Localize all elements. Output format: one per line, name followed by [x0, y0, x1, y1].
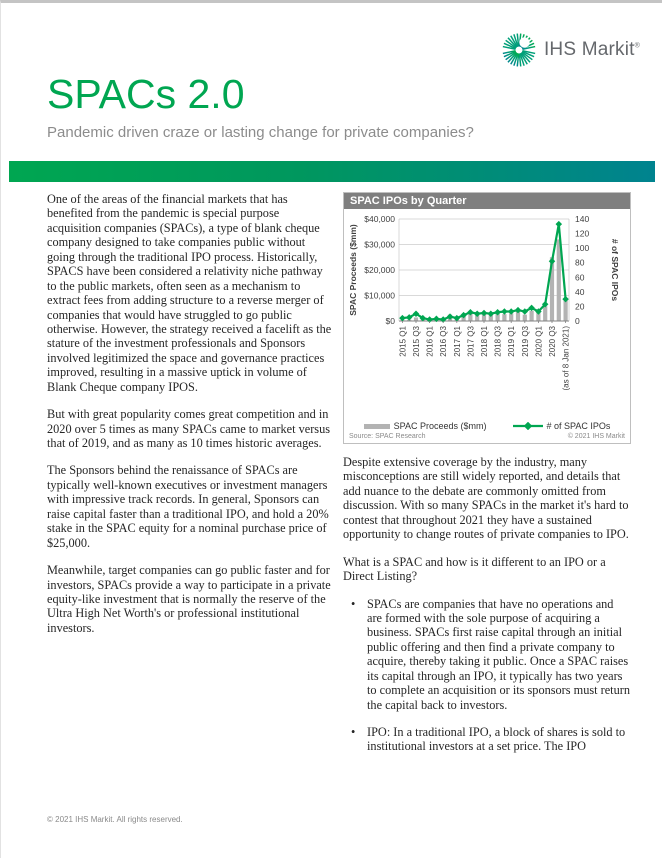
accent-divider-bar	[9, 161, 655, 182]
proceeds-bar	[563, 298, 568, 321]
legend-item-ipos: # of SPAC IPOs	[512, 421, 611, 431]
left-column: One of the areas of the financial market…	[47, 192, 334, 767]
content-columns: One of the areas of the financial market…	[47, 192, 631, 767]
right-column: SPAC IPOs by Quarter $0 $10,000 $20,000 $30…	[343, 192, 631, 767]
y-axis-right-tick: 140	[575, 214, 589, 224]
y-axis-right-tick: 100	[575, 243, 589, 253]
y-axis-left-tick: $40,000	[364, 214, 395, 224]
y-axis-left-tick: $30,000	[364, 240, 395, 250]
ipos-marker	[460, 311, 467, 319]
ipos-marker	[399, 314, 406, 322]
proceeds-bar	[468, 312, 473, 321]
y-axis-left-title: SPAC Proceeds ($mm)	[348, 224, 358, 316]
logo-text: IHS Markit®	[543, 39, 640, 60]
ipos-line	[402, 223, 567, 321]
x-axis-tick-label: 2015 Q1	[398, 325, 407, 356]
legend-line-swatch	[512, 422, 543, 430]
proceeds-bar	[522, 314, 527, 321]
x-axis-tick-label: 2020 Q3	[548, 325, 557, 356]
registered-mark: ®	[634, 42, 640, 50]
y-axis-right-tick: 120	[575, 229, 589, 239]
ipos-marker	[480, 309, 488, 317]
x-axis-tick-label: 2018 Q1	[480, 325, 489, 356]
chart-plot-area: $0 $10,000 $20,000 $30,000 $40,000 0 20 40 60 80 1…	[348, 214, 620, 391]
y-axis-right-tick: 20	[575, 301, 585, 311]
y-axis-right-title: # of SPAC IPOs	[610, 239, 620, 301]
legend-label-proceeds: SPAC Proceeds ($mm)	[393, 421, 487, 431]
y-axis-right-tick: 60	[575, 272, 585, 282]
proceeds-bar	[413, 317, 419, 321]
proceeds-bar	[515, 310, 521, 321]
bullet-item: • IPO: In a traditional IPO, a block of s…	[343, 725, 631, 754]
chart-source: Source: SPAC Research	[349, 433, 426, 440]
ipos-marker	[473, 310, 481, 317]
left-paragraph: But with great popularity comes great co…	[47, 407, 331, 450]
y-axis-left-tick: $10,000	[364, 291, 395, 301]
x-axis-tick-label: 2018 Q3	[494, 325, 503, 356]
y-axis-right-tick: 0	[575, 316, 580, 326]
proceeds-bar	[481, 314, 487, 321]
bullet-text: SPACs are companies that have no operati…	[367, 596, 630, 712]
ipos-marker	[501, 308, 508, 315]
chart-title: SPAC IPOs by Quarter	[344, 193, 630, 209]
legend-bar-swatch	[363, 423, 390, 429]
bullet-item: • SPACs are companies that have no operat…	[343, 597, 631, 713]
proceeds-bar	[529, 310, 534, 321]
proceeds-bar	[549, 257, 555, 321]
ipos-marker	[453, 314, 461, 322]
left-paragraph: One of the areas of the financial market…	[47, 192, 332, 394]
chart-footnotes: Source: SPAC Research © 2021 IHS Markit	[344, 433, 630, 443]
proceeds-bar	[461, 315, 466, 321]
x-axis-tick-label: 2015 Q3	[412, 325, 421, 356]
y-axis-left-tick: $20,000	[364, 265, 395, 275]
x-axis-tick-label: 2020 Q1	[534, 325, 543, 356]
x-axis-tick-label: 2016 Q3	[439, 325, 448, 356]
x-axis-tick-label: 2017 Q1	[453, 325, 462, 356]
ipos-marker	[487, 310, 495, 317]
x-axis-tick-label: 2019 Q1	[507, 325, 516, 356]
chart-legend: SPAC Proceeds ($mm) # of SPAC IPOs	[344, 420, 630, 433]
ipos-marker	[467, 309, 474, 316]
y-axis-right-tick: 80	[575, 258, 585, 268]
x-axis-tick-label: 2019 Q3	[521, 325, 530, 356]
ipos-marker	[514, 306, 522, 314]
ihs-markit-logo: IHS Markit®	[500, 30, 640, 70]
ipos-marker	[548, 258, 556, 265]
ipos-marker	[494, 309, 501, 316]
chart-copyright: © 2021 IHS Markit	[567, 433, 625, 440]
y-axis-right-tick: 40	[575, 287, 585, 297]
question-paragraph: What is a SPAC and how is it different t…	[343, 554, 606, 584]
ipos-marker	[507, 308, 515, 315]
x-axis-tick-label: (as of 8 Jan 2021)	[562, 326, 571, 391]
ipos-marker	[541, 300, 549, 308]
proceeds-bar	[495, 313, 500, 321]
page-subtitle: Pandemic driven craze or lasting change …	[47, 124, 474, 141]
legend-label-ipos: # of SPAC IPOs	[546, 421, 611, 431]
proceeds-bar	[502, 314, 507, 321]
left-paragraph: Meanwhile, target companies can go publi…	[47, 563, 331, 635]
proceeds-bar	[556, 239, 561, 321]
y-axis-left-tick: $0	[386, 316, 396, 326]
x-axis-tick-label: 2016 Q1	[426, 325, 435, 356]
bullet-text: IPO: In a traditional IPO, a block of sh…	[367, 725, 626, 754]
bullet-marker: •	[351, 596, 356, 611]
ipos-marker	[446, 313, 454, 320]
ihs-markit-sunburst-icon	[502, 33, 536, 67]
proceeds-bar	[536, 312, 541, 321]
spac-ipos-chart: SPAC IPOs by Quarter $0 $10,000 $20,000 $30…	[343, 192, 631, 444]
x-axis-tick-label: 2017 Q3	[466, 325, 475, 356]
ipos-marker	[562, 295, 569, 303]
left-paragraph: The Sponsors behind the renaissance of S…	[47, 463, 329, 550]
proceeds-bar	[543, 306, 548, 321]
bullet-list: • SPACs are companies that have no operat…	[343, 597, 631, 754]
proceeds-bar	[509, 313, 514, 321]
right-paragraph: Despite extensive coverage by the indust…	[343, 455, 629, 542]
bullet-marker: •	[351, 725, 356, 739]
proceeds-bar	[488, 314, 493, 321]
legend-item-proceeds: SPAC Proceeds ($mm)	[363, 421, 487, 431]
page-title: SPACs 2.0	[47, 71, 245, 117]
page-footer: © 2021 IHS Markit. All rights reserved.	[47, 815, 183, 824]
ipos-marker	[555, 220, 563, 228]
